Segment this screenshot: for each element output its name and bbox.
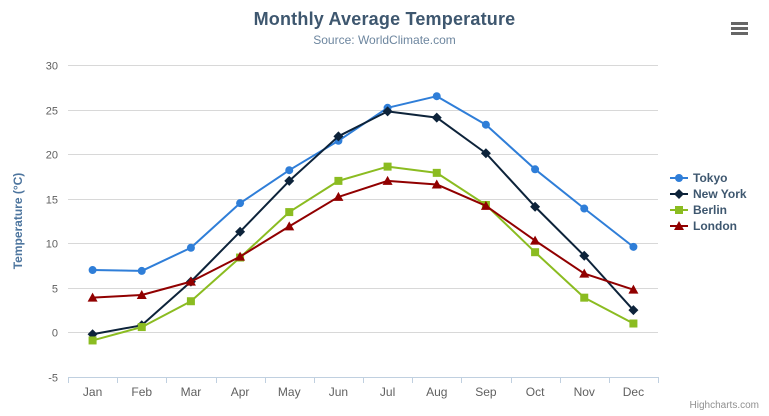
data-point-marker[interactable]	[284, 221, 295, 231]
square-marker-icon	[670, 206, 688, 214]
data-point-marker[interactable]	[628, 305, 639, 316]
data-point-marker[interactable]	[531, 165, 540, 174]
legend-item-london[interactable]: London	[670, 218, 747, 234]
y-axis-tick-label: 20	[46, 150, 58, 162]
data-point-marker[interactable]	[382, 175, 393, 185]
data-point-marker[interactable]	[383, 162, 392, 171]
x-axis-tick-label: Jul	[380, 385, 395, 399]
y-axis-tick-label: -5	[48, 373, 58, 385]
data-point-marker[interactable]	[88, 336, 97, 345]
data-point-marker[interactable]	[88, 266, 97, 275]
series-tokyo[interactable]	[88, 92, 638, 275]
y-axis-tick-label: 30	[46, 61, 58, 73]
y-axis-tick-label: 25	[46, 106, 58, 118]
data-point-marker[interactable]	[580, 293, 589, 302]
data-point-marker[interactable]	[137, 323, 146, 332]
export-menu-button[interactable]	[726, 17, 752, 39]
legend-item-tokyo[interactable]: Tokyo	[670, 170, 747, 186]
data-point-marker[interactable]	[530, 235, 541, 245]
legend-item-berlin[interactable]: Berlin	[670, 202, 747, 218]
x-axis-tick-label: May	[278, 385, 301, 399]
y-axis-tick-label: 15	[46, 195, 58, 207]
series-line-berlin	[91, 165, 635, 342]
legend-label: London	[693, 219, 737, 233]
legend-label: Tokyo	[693, 171, 728, 185]
data-point-marker[interactable]	[432, 92, 441, 101]
data-point-marker[interactable]	[580, 204, 589, 213]
credits-link[interactable]: Highcharts.com	[689, 400, 759, 411]
data-point-marker[interactable]	[285, 208, 294, 217]
data-point-marker[interactable]	[481, 120, 490, 129]
y-axis-tick-label: 0	[52, 328, 58, 340]
data-point-marker[interactable]	[629, 319, 638, 328]
data-point-marker[interactable]	[333, 131, 344, 142]
data-point-marker[interactable]	[431, 179, 442, 189]
y-axis-tick-label: 5	[52, 284, 58, 296]
x-axis-tick-label: Oct	[526, 385, 545, 399]
hamburger-icon	[730, 31, 748, 35]
y-axis-tick-label: 10	[46, 239, 58, 251]
data-point-marker[interactable]	[136, 289, 147, 299]
data-point-marker[interactable]	[675, 174, 683, 182]
circle-marker-icon	[670, 174, 688, 182]
data-point-marker[interactable]	[186, 297, 195, 306]
diamond-marker-icon	[670, 189, 688, 199]
data-point-marker[interactable]	[235, 226, 246, 237]
data-point-marker[interactable]	[87, 292, 98, 302]
data-point-marker[interactable]	[628, 284, 639, 294]
triangle-marker-icon	[670, 221, 688, 230]
x-axis-tick-label: Feb	[131, 385, 152, 399]
data-point-marker[interactable]	[186, 243, 195, 252]
series-london[interactable]	[87, 175, 639, 302]
data-point-marker[interactable]	[334, 176, 343, 185]
x-axis-tick-label: Dec	[623, 385, 644, 399]
data-point-marker[interactable]	[185, 276, 196, 286]
data-point-marker[interactable]	[382, 106, 393, 117]
x-axis-tick-label: Sep	[475, 385, 497, 399]
data-point-marker[interactable]	[480, 200, 491, 210]
series-line-new-york	[91, 110, 635, 336]
data-point-marker[interactable]	[235, 251, 246, 261]
hamburger-icon	[730, 26, 748, 30]
data-point-marker[interactable]	[629, 242, 638, 251]
x-axis-tick-label: Jun	[329, 385, 348, 399]
data-point-marker[interactable]	[531, 248, 540, 257]
data-point-marker[interactable]	[675, 206, 683, 214]
series-new-york[interactable]	[87, 106, 639, 340]
x-axis-tick-label: Nov	[574, 385, 595, 399]
chart-title: Monthly Average Temperature	[253, 9, 516, 29]
x-axis-tick-label: Mar	[181, 385, 202, 399]
x-axis-tick-label: Apr	[231, 385, 250, 399]
legend-label: Berlin	[693, 203, 728, 217]
series-line-tokyo	[91, 95, 635, 272]
data-point-marker[interactable]	[137, 266, 146, 275]
legend-item-new-york[interactable]: New York	[670, 186, 747, 202]
data-point-marker[interactable]	[480, 148, 491, 159]
x-axis-tick-label: Jan	[83, 385, 102, 399]
data-point-marker[interactable]	[333, 191, 344, 201]
legend-label: New York	[693, 187, 747, 201]
data-point-marker[interactable]	[579, 250, 590, 261]
data-point-marker[interactable]	[674, 189, 684, 199]
data-point-marker[interactable]	[285, 166, 294, 175]
legend: Tokyo New York Berlin London	[670, 170, 747, 234]
data-point-marker[interactable]	[530, 201, 541, 212]
hamburger-icon	[730, 21, 748, 25]
data-point-marker[interactable]	[284, 175, 295, 186]
data-point-marker[interactable]	[579, 268, 590, 278]
series-line-london	[91, 179, 635, 299]
x-axis-tick-label: Aug	[426, 385, 447, 399]
data-point-marker[interactable]	[432, 168, 441, 177]
chart-subtitle: Source: WorldClimate.com	[313, 33, 456, 47]
data-point-marker[interactable]	[674, 221, 684, 230]
data-point-marker[interactable]	[236, 199, 245, 208]
data-point-marker[interactable]	[431, 112, 442, 123]
